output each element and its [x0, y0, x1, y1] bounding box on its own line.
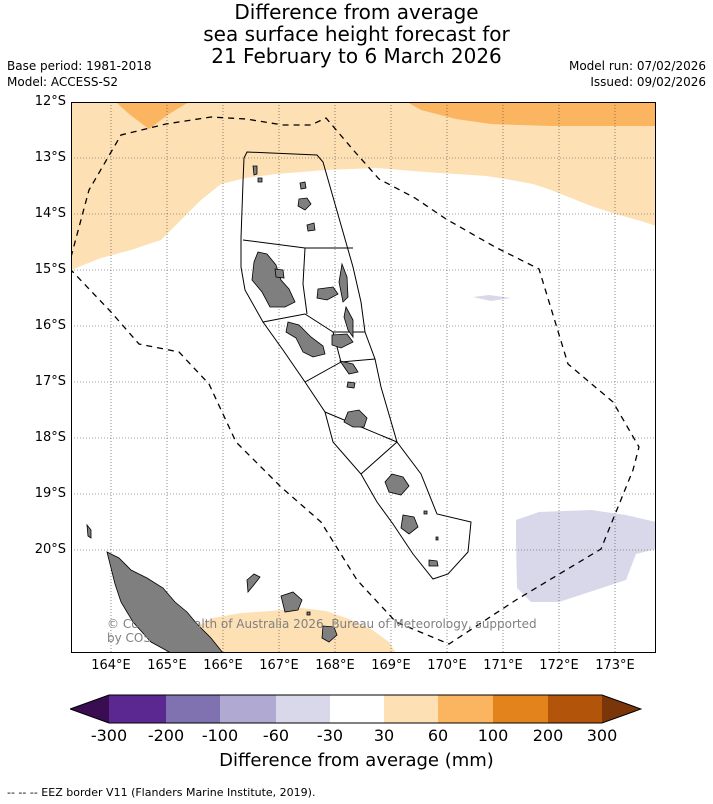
island-ureparapara	[257, 177, 263, 183]
colorbar-title: Difference from average (mm)	[219, 750, 494, 771]
anomaly-region-positive-medium-northwest	[116, 102, 189, 129]
island-shepherds	[346, 381, 356, 389]
colorbar-tick-label: -60	[262, 726, 290, 745]
lat-label: 17°S	[34, 374, 66, 389]
title-line-1: Difference from average	[234, 0, 479, 24]
colorbar-tick-label: -200	[147, 726, 185, 745]
island-efate	[343, 409, 368, 428]
anomaly-region-positive-light-north	[71, 102, 656, 270]
island-tanna	[400, 514, 419, 535]
copyright-line-1: © Commonwealth of Australia 2026, Bureau…	[107, 617, 537, 631]
copyright-line-2: by COSPPac	[107, 631, 179, 645]
island-pentecost	[343, 305, 354, 339]
island-ambae	[316, 286, 339, 301]
new-caledonia-islands	[86, 523, 338, 653]
island-ouvea	[246, 573, 261, 594]
island-aneityum	[428, 559, 439, 567]
vanuatu-islands	[251, 165, 439, 567]
colorbar-tick-label: 60	[427, 726, 449, 745]
title-line-3: 21 February to 6 March 2026	[211, 44, 502, 68]
island-merelava	[306, 222, 316, 232]
colorbar-segment	[276, 695, 330, 723]
lat-label: 19°S	[34, 486, 66, 501]
island-grande-terre	[106, 551, 224, 653]
lat-label: 16°S	[34, 318, 66, 333]
island-erromango	[384, 473, 410, 496]
colorbar-segment	[384, 695, 438, 723]
island-malekula	[285, 321, 326, 358]
anomaly-region-positive-light-south	[186, 608, 396, 653]
colorbar-tick-label: 300	[586, 726, 618, 745]
colorbar-outline	[68, 694, 643, 724]
lat-label: 12°S	[34, 94, 66, 109]
lon-label: 164°E	[91, 658, 131, 673]
anomaly-region-positive-medium-northeast	[407, 102, 656, 126]
colorbar-segment-above-max	[602, 695, 641, 723]
colorbar-segment	[548, 695, 602, 723]
colorbar-graphic	[68, 694, 643, 724]
colorbar-segment	[109, 695, 166, 723]
model-run: Model run: 07/02/2026	[568, 59, 706, 73]
island-maewo	[338, 262, 349, 303]
colorbar	[68, 694, 643, 724]
lon-label: 171°E	[483, 658, 523, 673]
colorbar-segment	[166, 695, 220, 723]
lon-label: 172°E	[539, 658, 579, 673]
colorbar-tick-label: 30	[373, 726, 395, 745]
copyright-notice: © Commonwealth of Australia 2026, Bureau…	[107, 617, 547, 645]
island-torres	[252, 165, 258, 176]
island-mare	[321, 625, 338, 643]
colorbar-segment	[438, 695, 493, 723]
colorbar-segment	[330, 695, 384, 723]
model-name: Model: ACCESS-S2	[7, 75, 119, 89]
lon-label: 168°E	[315, 658, 355, 673]
island-futuna	[435, 536, 439, 541]
island-vanua-lava	[299, 181, 307, 190]
island-gaua	[297, 197, 312, 211]
colorbar-segment	[220, 695, 276, 723]
eez-border	[71, 116, 640, 645]
colorbar-tick-label: -300	[90, 726, 128, 745]
island-malo	[274, 268, 285, 279]
lat-label: 20°S	[34, 542, 66, 557]
island-ambrym	[331, 333, 354, 349]
map-canvas	[71, 102, 656, 653]
outer-boundary	[240, 151, 472, 580]
island-lifou	[280, 591, 303, 613]
lon-label: 173°E	[595, 658, 635, 673]
eez-legend: -- -- -- EEZ border V11 (Flanders Marine…	[7, 786, 316, 799]
lon-label: 165°E	[147, 658, 187, 673]
lat-label: 18°S	[34, 430, 66, 445]
island-espiritu-santo	[251, 251, 296, 308]
colorbar-tick-label: 100	[477, 726, 509, 745]
lat-label: 13°S	[34, 150, 66, 165]
lon-label: 170°E	[427, 658, 467, 673]
base-period: Base period: 1981-2018	[7, 59, 152, 73]
lat-label: 14°S	[34, 206, 66, 221]
island-epi	[339, 360, 359, 375]
lon-label: 167°E	[259, 658, 299, 673]
map-panel	[71, 102, 656, 653]
lat-label: 15°S	[34, 262, 66, 277]
colorbar-segment	[493, 695, 548, 723]
lon-label: 166°E	[203, 658, 243, 673]
anomaly-region-negative-small	[473, 295, 511, 301]
island-tiga	[306, 611, 311, 616]
colorbar-tick-label: 200	[532, 726, 564, 745]
island-belep	[86, 523, 92, 539]
island-aniwa	[423, 510, 428, 515]
title-line-2: sea surface height forecast for	[203, 22, 510, 46]
lon-label: 169°E	[371, 658, 411, 673]
colorbar-tick-label: -100	[201, 726, 239, 745]
colorbar-segment-below-min	[70, 695, 109, 723]
issued-date: Issued: 09/02/2026	[590, 75, 706, 89]
map-frame	[71, 102, 656, 653]
colorbar-tick-label: -30	[316, 726, 344, 745]
